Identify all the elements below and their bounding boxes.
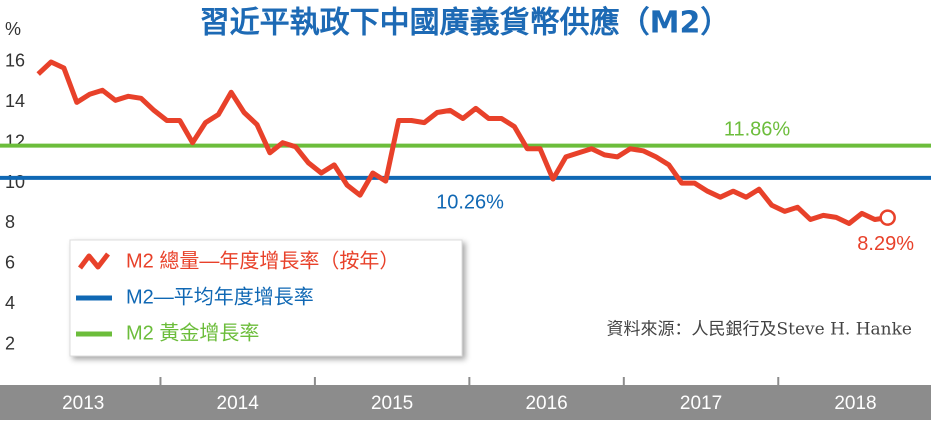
x-tick-label: 2016 [525, 393, 567, 414]
x-tick-label: 2013 [62, 393, 104, 414]
reference-label: 11.86% [724, 118, 791, 140]
legend: M2 總量—年度增長率（按年） M2—平均年度增長率 M2 黃金增長率 [69, 239, 463, 357]
x-tick-label: 2014 [217, 393, 260, 414]
y-tick-label: 14 [5, 91, 25, 111]
legend-label: M2 總量—年度增長率（按年） [126, 249, 399, 272]
reference-label: 10.26% [436, 191, 504, 213]
legend-box [69, 239, 463, 357]
y-tick-label: 8 [5, 212, 15, 232]
y-tick-label: 12 [5, 131, 25, 151]
data-line [36, 59, 889, 226]
x-axis-band [0, 385, 931, 420]
y-tick-label: 6 [5, 253, 15, 273]
x-tick-label: 2018 [834, 393, 876, 414]
chart-title: 習近平執政下中國廣義貨幣供應（M2） [200, 6, 731, 41]
y-axis-label: % [5, 19, 21, 39]
y-tick-label: 2 [5, 333, 15, 353]
legend-swatch [78, 252, 110, 270]
y-tick-label: 4 [5, 293, 15, 313]
legend-label: M2 黃金增長率 [126, 321, 259, 344]
y-tick-label: 16 [5, 51, 25, 71]
x-tick-label: 2015 [371, 393, 413, 414]
legend-label: M2—平均年度增長率 [126, 285, 314, 308]
last-point [879, 209, 896, 226]
source-note: 資料來源：人民銀行及Steve H. Hanke [606, 320, 912, 340]
x-tick-label: 2017 [680, 393, 722, 414]
y-tick-label: 10 [5, 172, 25, 192]
data-label: 8.29% [857, 233, 914, 255]
